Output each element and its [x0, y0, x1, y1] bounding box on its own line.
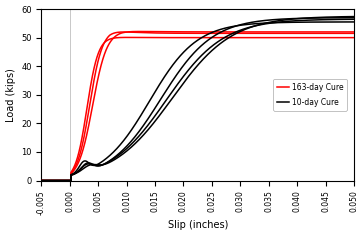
Y-axis label: Load (kips): Load (kips) — [5, 68, 16, 122]
163-day Cure — [122, 31, 126, 34]
10-day Cure — [227, 27, 231, 30]
10-day Cure — [242, 22, 247, 25]
10-day Cure — [352, 16, 356, 19]
10-day Cure — [159, 97, 163, 100]
163-day Cure — [227, 32, 231, 35]
163-day Cure — [273, 32, 277, 35]
10-day Cure — [96, 164, 100, 167]
163-day Cure — [39, 179, 44, 182]
163-day Cure — [96, 59, 100, 62]
10-day Cure — [296, 17, 301, 20]
Legend: 163-day Cure, 10-day Cure: 163-day Cure, 10-day Cure — [273, 79, 347, 111]
163-day Cure — [242, 32, 247, 35]
10-day Cure — [272, 18, 277, 21]
X-axis label: Slip (inches): Slip (inches) — [167, 220, 228, 230]
Line: 163-day Cure: 163-day Cure — [41, 32, 354, 181]
163-day Cure — [159, 32, 163, 34]
10-day Cure — [39, 179, 44, 182]
163-day Cure — [296, 32, 301, 35]
Line: 10-day Cure: 10-day Cure — [41, 18, 354, 181]
163-day Cure — [352, 32, 356, 35]
